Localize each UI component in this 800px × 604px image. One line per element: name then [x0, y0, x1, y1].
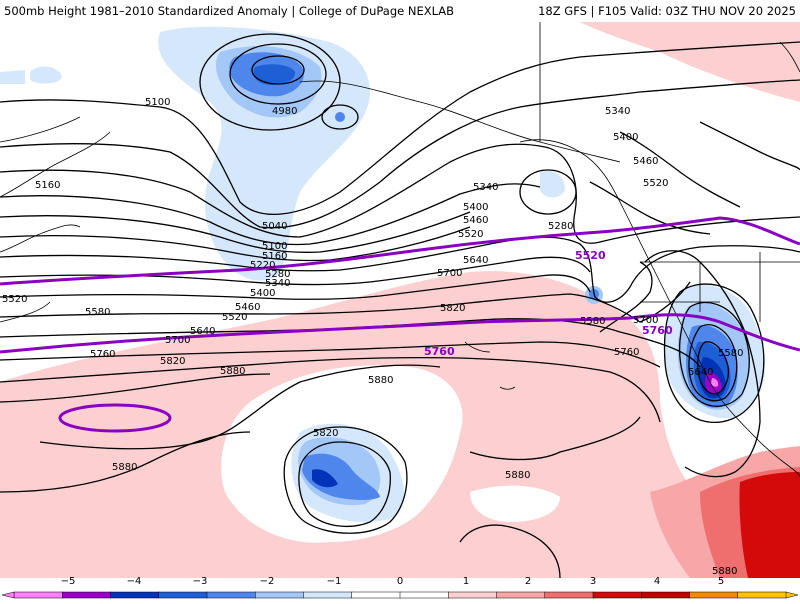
contour-label: 5640 [688, 367, 713, 378]
contour-label: 5700 [165, 335, 190, 346]
contour-label: 5400 [613, 132, 638, 143]
legend-swatch [399, 591, 449, 599]
contour-label: 5880 [505, 470, 530, 481]
map-title: 500mb Height 1981–2010 Standardized Anom… [4, 4, 455, 18]
legend-swatch [13, 591, 63, 599]
contour-label: 5820 [440, 303, 465, 314]
contour-label: 5880 [220, 366, 245, 377]
contour-label: 5100 [262, 241, 287, 252]
negative-anomaly-alaska [158, 26, 603, 304]
contour-label: 5580 [718, 348, 743, 359]
contour-label: 5520 [222, 312, 247, 323]
legend-tick: 1 [463, 576, 469, 587]
legend-swatch [496, 591, 546, 599]
height-contours [0, 33, 800, 578]
contour-label: 5340 [605, 106, 630, 117]
legend-swatch [110, 591, 160, 599]
contour-label: 5700 [633, 315, 658, 326]
contour-label: 5520 [458, 229, 483, 240]
contour-label: 5040 [262, 221, 287, 232]
contour-label: 5820 [313, 428, 338, 439]
contour-label: 5460 [633, 156, 658, 167]
contour-label: 4980 [272, 106, 297, 117]
contour-label: 5580 [85, 307, 110, 318]
contour-label: 5340 [473, 182, 498, 193]
contour-label-5520: 5520 [575, 249, 606, 262]
legend-min-cap [1, 591, 15, 599]
legend-max-cap [785, 591, 799, 599]
legend-swatch [544, 591, 594, 599]
contour-label-5760: 5760 [424, 345, 455, 358]
legend-swatch [641, 591, 691, 599]
legend-swatch [448, 591, 498, 599]
legend-swatch [303, 591, 353, 599]
legend-swatch [689, 591, 739, 599]
strong-positive-anomaly-mexico [650, 446, 800, 578]
negative-anomaly-central-pacific [291, 423, 405, 523]
contour-label: 5100 [145, 97, 170, 108]
contour-label: 5340 [265, 278, 290, 289]
model-run-info: 18Z GFS | F105 Valid: 03Z THU NOV 20 202… [538, 4, 796, 18]
contour-label: 5400 [250, 288, 275, 299]
contour-label: 5640 [463, 255, 488, 266]
contour-label: 5220 [250, 260, 275, 271]
contour-label: 5520 [2, 294, 27, 305]
contour-label: 5580 [580, 316, 605, 327]
contour-label: 5520 [643, 178, 668, 189]
map-header: 500mb Height 1981–2010 Standardized Anom… [0, 0, 800, 22]
contour-label: 5760 [614, 347, 639, 358]
legend-swatch [62, 591, 112, 599]
legend-tick: 0 [397, 576, 403, 587]
legend-swatch [592, 591, 642, 599]
contour-label: 5280 [548, 221, 573, 232]
contour-label: 5460 [235, 302, 260, 313]
contour-label: 5760 [90, 349, 115, 360]
legend-swatch [255, 591, 305, 599]
legend-tick: −3 [193, 576, 208, 587]
contour-label: 5880 [368, 375, 393, 386]
legend-tick: −4 [127, 576, 142, 587]
legend-swatch [737, 591, 787, 599]
anomaly-map: 5100 4980 5160 5040 5100 5160 5220 5280 … [0, 22, 800, 578]
contour-labels: 5100 4980 5160 5040 5100 5160 5220 5280 … [2, 97, 743, 577]
legend-swatch [206, 591, 256, 599]
contour-label: 5700 [437, 268, 462, 279]
contour-label: 5460 [463, 215, 488, 226]
legend-tick: −1 [327, 576, 342, 587]
contour-label-5760: 5760 [642, 324, 673, 337]
contour-label: 5880 [112, 462, 137, 473]
legend-tick: 4 [654, 576, 660, 587]
contour-label: 5160 [262, 251, 287, 262]
coastlines [0, 22, 800, 478]
contour-label: 5880 [712, 566, 737, 577]
contour-label: 5820 [160, 356, 185, 367]
legend-tick: 5 [718, 576, 724, 587]
legend-color-bar [1, 591, 799, 599]
legend-tick: 3 [590, 576, 596, 587]
color-legend: −5 −4 −3 −2 −1 0 1 2 3 4 5 [0, 574, 800, 600]
contour-label: 5160 [35, 180, 60, 191]
legend-swatch [158, 591, 208, 599]
legend-swatch [351, 591, 401, 599]
legend-tick: −2 [260, 576, 275, 587]
highlight-contours [0, 216, 800, 433]
contour-label: 5400 [463, 202, 488, 213]
legend-tick: −5 [61, 576, 76, 587]
legend-tick-labels: −5 −4 −3 −2 −1 0 1 2 3 4 5 [61, 576, 725, 587]
contour-label: 5640 [190, 326, 215, 337]
contour-label: 5280 [265, 269, 290, 280]
legend-tick: 2 [525, 576, 531, 587]
